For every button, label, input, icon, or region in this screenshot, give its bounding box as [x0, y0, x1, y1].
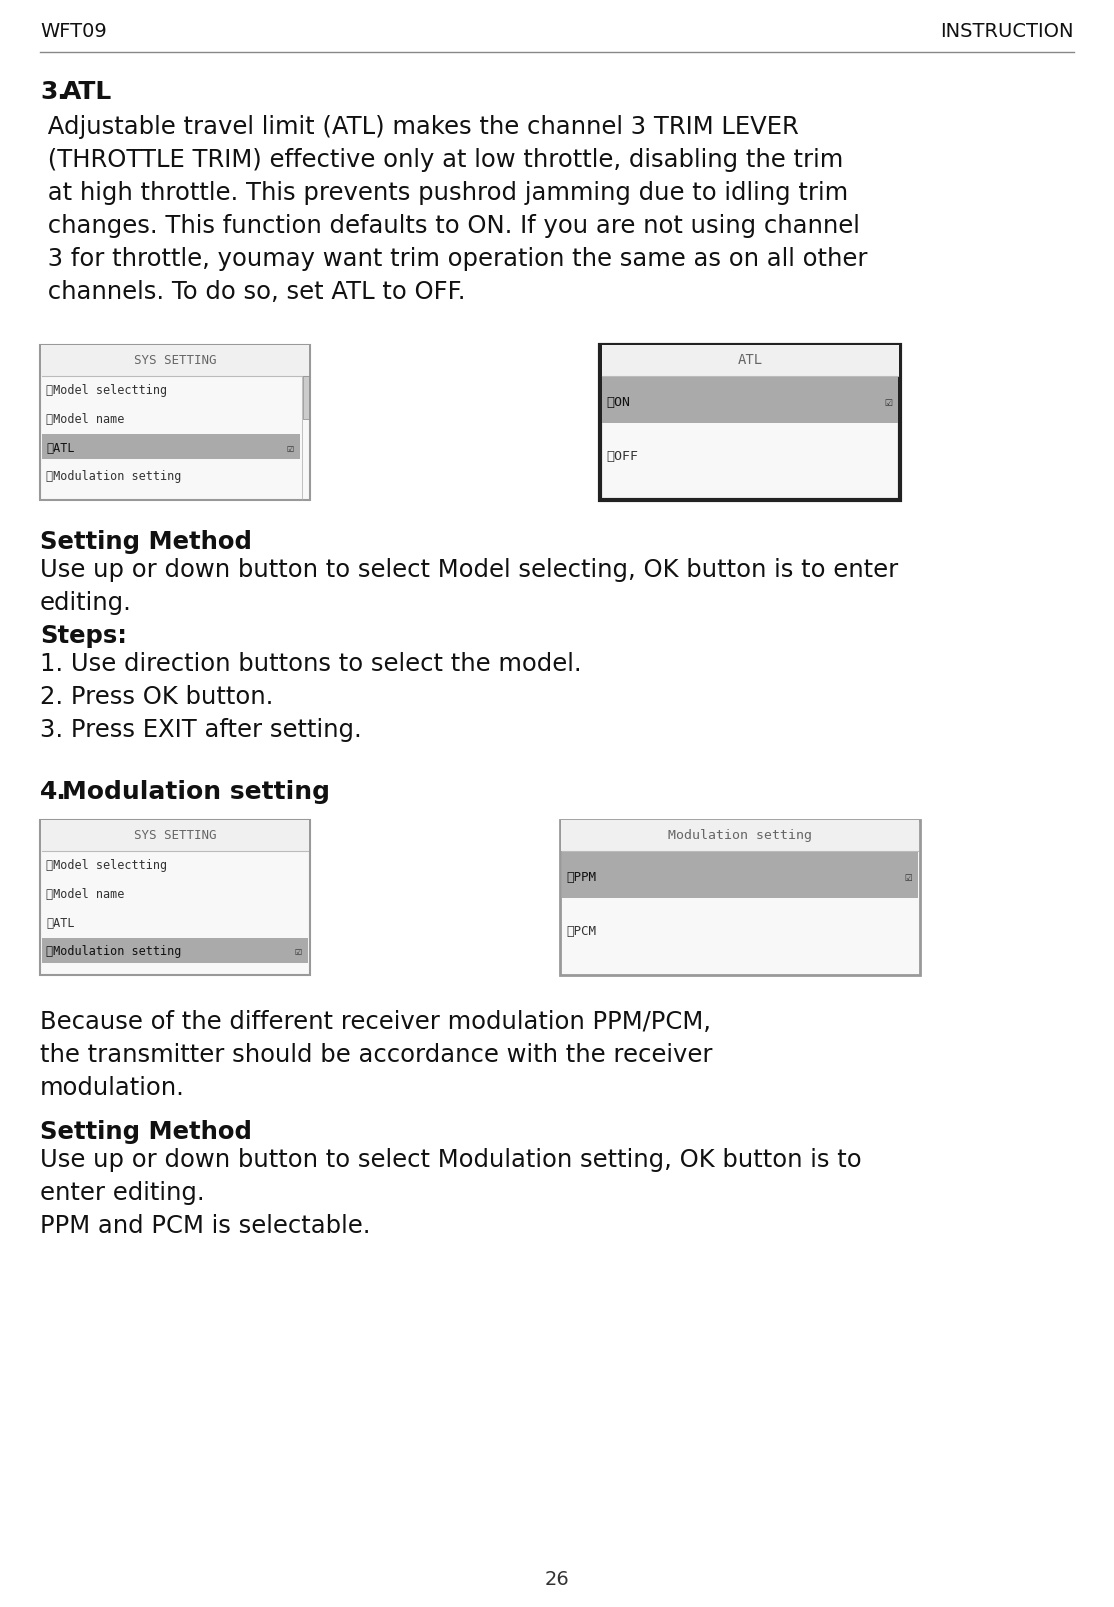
Text: SYS SETTING: SYS SETTING	[134, 354, 216, 366]
Text: Because of the different receiver modulation PPM/PCM,: Because of the different receiver modula…	[40, 1011, 711, 1033]
Text: PPM and PCM is selectable.: PPM and PCM is selectable.	[40, 1213, 371, 1237]
Text: 4.: 4.	[40, 779, 67, 804]
Bar	[600, 346, 900, 500]
Text: at high throttle. This prevents pushrod jamming due to idling trim: at high throttle. This prevents pushrod …	[40, 182, 848, 206]
Bar	[40, 346, 310, 500]
Text: Modulation setting: Modulation setting	[62, 779, 330, 804]
Bar	[303, 376, 309, 419]
Text: ①Model selectting: ①Model selectting	[46, 384, 167, 397]
Text: Use up or down button to select Modulation setting, OK button is to: Use up or down button to select Modulati…	[40, 1147, 861, 1172]
Bar	[561, 820, 919, 852]
Text: Adjustable travel limit (ATL) makes the channel 3 TRIM LEVER: Adjustable travel limit (ATL) makes the …	[40, 116, 799, 138]
Text: 2. Press OK button.: 2. Press OK button.	[40, 685, 273, 709]
Text: ③ATL: ③ATL	[46, 916, 75, 929]
Bar	[42, 937, 307, 963]
Bar	[40, 820, 310, 975]
Text: ②Model name: ②Model name	[46, 413, 125, 426]
Text: ☑: ☑	[295, 945, 302, 958]
Text: 3 for throttle, youmay want trim operation the same as on all other: 3 for throttle, youmay want trim operati…	[40, 247, 868, 272]
Text: 1. Use direction buttons to select the model.: 1. Use direction buttons to select the m…	[40, 652, 582, 677]
Bar	[41, 820, 310, 852]
Text: ①Model selectting: ①Model selectting	[46, 858, 167, 873]
Text: the transmitter should be accordance with the receiver: the transmitter should be accordance wit…	[40, 1043, 713, 1067]
Text: INSTRUCTION: INSTRUCTION	[940, 22, 1074, 42]
Text: channels. To do so, set ATL to OFF.: channels. To do so, set ATL to OFF.	[40, 280, 466, 304]
Text: ③ATL: ③ATL	[46, 442, 75, 455]
Bar	[560, 820, 920, 975]
Text: ②OFF: ②OFF	[606, 450, 638, 463]
Text: Steps:: Steps:	[40, 624, 127, 648]
Text: enter editing.: enter editing.	[40, 1181, 205, 1205]
Text: 3.: 3.	[40, 80, 67, 104]
Bar	[42, 434, 300, 460]
Text: ☑: ☑	[905, 871, 912, 884]
Text: ②PCM: ②PCM	[566, 926, 596, 938]
Text: ATL: ATL	[737, 354, 763, 368]
Text: WFT09: WFT09	[40, 22, 107, 42]
Text: ①ON: ①ON	[606, 397, 631, 410]
Bar	[41, 346, 310, 376]
Bar	[561, 852, 918, 898]
Text: ①PPM: ①PPM	[566, 871, 596, 884]
Bar	[602, 376, 898, 423]
Text: changes. This function defaults to ON. If you are not using channel: changes. This function defaults to ON. I…	[40, 214, 860, 238]
Text: ATL: ATL	[62, 80, 113, 104]
Text: Modulation setting: Modulation setting	[668, 829, 812, 842]
Text: 26: 26	[545, 1570, 569, 1589]
Text: 3. Press EXIT after setting.: 3. Press EXIT after setting.	[40, 718, 362, 742]
Text: modulation.: modulation.	[40, 1077, 185, 1101]
Text: Setting Method: Setting Method	[40, 1120, 252, 1144]
Text: editing.: editing.	[40, 591, 131, 615]
Text: SYS SETTING: SYS SETTING	[134, 829, 216, 842]
Text: Use up or down button to select Model selecting, OK button is to enter: Use up or down button to select Model se…	[40, 558, 898, 582]
Text: ④Modulation setting: ④Modulation setting	[46, 945, 182, 958]
Text: Setting Method: Setting Method	[40, 530, 252, 554]
Bar	[602, 346, 899, 376]
Text: ☑: ☑	[287, 442, 294, 455]
Text: ②Model name: ②Model name	[46, 887, 125, 902]
Text: ☑: ☑	[885, 397, 892, 410]
Text: (THROTTLE TRIM) effective only at low throttle, disabling the trim: (THROTTLE TRIM) effective only at low th…	[40, 148, 843, 172]
Text: ④Modulation setting: ④Modulation setting	[46, 471, 182, 484]
